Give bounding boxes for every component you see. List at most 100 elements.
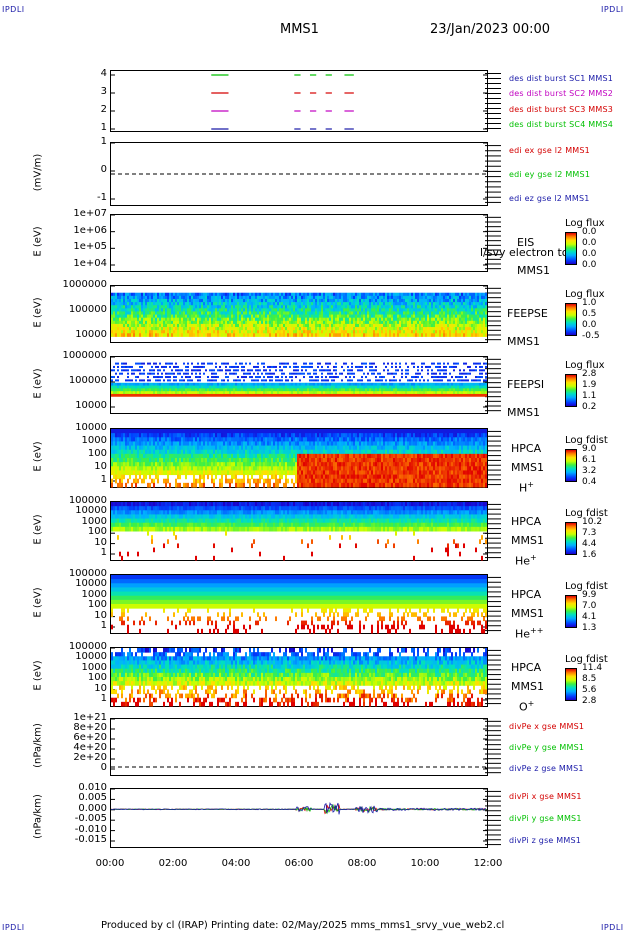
divpi-ylabel: (nPa/km) <box>32 794 44 839</box>
panel-burst <box>110 70 501 132</box>
divpe-legend-1: divPe y gse MMS1 <box>509 743 585 752</box>
hpca-hepp-species-label: He++ <box>515 626 543 641</box>
hpca-h-colorbar <box>565 449 577 482</box>
footer-text: Produced by cl (IRAP) Printing date: 02/… <box>101 920 505 931</box>
edi-ylabel: (mV/m) <box>32 153 44 192</box>
hpca-he-colorbar-title: Log fdist <box>565 508 608 519</box>
x-tick-label: 04:00 <box>221 858 251 869</box>
divpi-legend-2: divPi z gse MMS1 <box>509 836 582 845</box>
hpca-hepp-ytick: 10 <box>94 609 107 621</box>
feepsi-colorbar <box>565 374 577 407</box>
hpca-he-colorbar <box>565 522 577 555</box>
divpe-plot <box>111 718 501 774</box>
hpca-o-colorbar-tick: 2.8 <box>582 696 597 706</box>
panel-divpi <box>110 788 501 848</box>
spacecraft-title: MMS1 <box>280 22 319 37</box>
eis-right-label-1: MMS1 <box>517 264 550 277</box>
edi-legend-2: edi ez gse l2 MMS1 <box>509 194 590 203</box>
date-title: 23/Jan/2023 00:00 <box>430 22 551 37</box>
divpe-ylabel: (nPa/km) <box>32 723 44 768</box>
hpca-o-ytick: 1 <box>100 693 107 704</box>
eis-colorbar-title: Log flux <box>565 218 605 229</box>
hpca-h-ylabel: E (eV) <box>32 441 44 472</box>
x-tick-label: 12:00 <box>473 858 503 869</box>
eis-ylabel: E (eV) <box>32 226 44 257</box>
feepse-colorbar-title: Log flux <box>565 289 605 300</box>
corner-label-bl: IPDLI <box>2 923 25 932</box>
hpca-o-colorbar-tick: 5.6 <box>582 685 597 695</box>
divpi-ytick: -0.015 <box>74 834 107 845</box>
hpca-hepp-ytick: 100 <box>87 599 107 611</box>
edi-ytick: 0 <box>100 164 107 175</box>
hpca-h-right-label-1: MMS1 <box>511 461 544 474</box>
edi-legend-1: edi ey gse l2 MMS1 <box>509 170 591 179</box>
hpca-h-ytick: 100 <box>87 448 107 459</box>
hpca-hepp-colorbar <box>565 595 577 628</box>
eis-ytick: 1e+04 <box>73 258 107 269</box>
hpca-hepp-plot <box>111 574 501 634</box>
feepse-right-label-1: MMS1 <box>507 335 540 348</box>
feepse-colorbar <box>565 303 577 336</box>
species-charge: + <box>530 553 537 562</box>
hpca-o-colorbar-title: Log fdist <box>565 654 608 665</box>
hpca-h-ytick: 1000 <box>81 435 107 446</box>
species-charge: + <box>527 699 535 708</box>
hpca-hepp-colorbar-tick: 7.0 <box>582 601 597 611</box>
hpca-he-ytick: 1000 <box>81 515 107 527</box>
hpca-hepp-colorbar-tick: 9.9 <box>582 590 597 600</box>
divpe-ytick: 4e+20 <box>73 742 107 753</box>
divpi-ytick: -0.010 <box>74 823 107 835</box>
burst-legend-0: des dist burst SC1 MMS1 <box>509 74 614 83</box>
hpca-he-species-label: He+ <box>515 553 537 568</box>
divpe-ytick: 8e+20 <box>73 722 107 733</box>
edi-legend-0: edi ex gse l2 MMS1 <box>509 146 590 155</box>
corner-label-tl: IPDLI <box>2 5 25 14</box>
divpi-ytick: 0.000 <box>78 802 107 814</box>
hpca-hepp-ytick: 100000 <box>68 568 107 579</box>
hpca-hepp-colorbar-tick: 4.1 <box>582 612 597 622</box>
hpca-o-right-label-0: HPCA <box>511 661 542 674</box>
hpca-h-ytick: 1 <box>100 474 107 485</box>
panel-feepse <box>110 285 501 343</box>
burst-legend-3: des dist burst SC4 MMS4 <box>509 120 614 129</box>
eis-colorbar <box>565 232 577 265</box>
species-name: H <box>519 481 528 495</box>
corner-label-tr: IPDLI <box>601 5 624 14</box>
panel-hpca-he <box>110 501 501 561</box>
hpca-h-ytick: 10000 <box>75 422 107 433</box>
hpca-he-colorbar-tick: 1.6 <box>582 550 597 560</box>
eis-colorbar-tick: 0.0 <box>582 227 597 237</box>
burst-ytick: 3 <box>100 86 107 97</box>
burst-ytick: 4 <box>100 68 107 79</box>
species-charge: ++ <box>530 626 544 635</box>
feepse-ylabel: E (eV) <box>32 297 44 328</box>
feepse-colorbar-tick: -0.5 <box>582 331 600 341</box>
feepsi-ytick: 10000 <box>75 400 107 411</box>
feepsi-colorbar-tick: 1.1 <box>582 391 597 401</box>
divpe-ytick: 0 <box>100 762 107 773</box>
hpca-he-colorbar-tick: 7.3 <box>582 528 597 538</box>
hpca-he-ytick: 100000 <box>68 495 107 506</box>
divpi-ytick: 0.005 <box>78 792 107 804</box>
feepse-ytick: 100000 <box>68 304 107 315</box>
eis-right-label-0: EIS <box>517 236 535 249</box>
hpca-h-plot <box>111 428 501 488</box>
burst-ytick: 2 <box>100 104 107 115</box>
hpca-he-colorbar-tick: 10.2 <box>582 517 603 527</box>
hpca-he-ytick: 100 <box>87 526 107 538</box>
x-tick-label: 02:00 <box>158 858 188 869</box>
edi-ytick: 1 <box>100 136 107 147</box>
hpca-h-right-label-0: HPCA <box>511 442 542 455</box>
divpi-plot <box>110 788 501 846</box>
hpca-h-colorbar-tick: 0.4 <box>582 477 597 487</box>
feepsi-plot <box>111 356 501 412</box>
hpca-he-plot <box>111 501 501 561</box>
divpi-trace-2 <box>110 802 487 815</box>
species-charge: + <box>527 480 534 489</box>
panel-divpe <box>110 718 501 776</box>
feepsi-right-label-1: MMS1 <box>507 406 540 419</box>
hpca-o-colorbar-tick: 8.5 <box>582 674 597 684</box>
corner-label-br: IPDLI <box>601 923 624 932</box>
eis-colorbar-tick: 0.0 <box>582 249 597 259</box>
panel-feepsi <box>110 356 501 414</box>
